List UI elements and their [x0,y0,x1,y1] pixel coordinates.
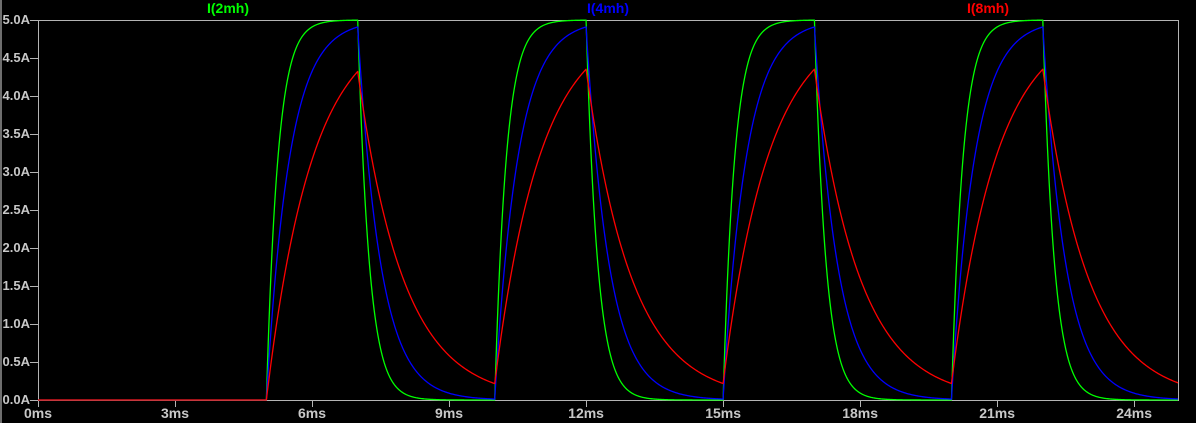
x-tick-label: 21ms [979,405,1016,421]
x-tick-mark [723,401,725,407]
x-tick-mark [175,401,177,407]
y-tick-label: 2.5A [2,202,30,217]
y-tick-label: 3.5A [2,126,30,141]
x-tick-mark [1134,401,1136,407]
x-tick-label: 12ms [568,405,604,421]
x-tick-label: 18ms [842,405,879,421]
y-tick-label: 1.5A [2,278,30,293]
x-tick-mark [449,401,451,407]
window-left-border [0,0,2,423]
y-tick-mark [30,210,38,211]
x-tick-mark [586,401,588,407]
plot-frame [38,20,1179,401]
trace-label-i2mh[interactable]: I(2mh) [207,0,249,16]
y-tick-mark [30,400,38,401]
x-tick-label: 0ms [23,405,53,421]
y-tick-label: 0.5A [2,354,30,369]
x-tick-mark [312,401,314,407]
x-tick-label: 15ms [705,405,741,421]
y-tick-mark [30,172,38,173]
y-tick-label: 2.0A [2,240,30,255]
y-tick-label: 4.0A [2,88,30,103]
y-tick-mark [30,324,38,325]
trace-label-i8mh[interactable]: I(8mh) [967,0,1009,16]
x-tick-label: 9ms [435,405,464,421]
y-tick-mark [30,248,38,249]
trace-label-i4mh[interactable]: I(4mh) [587,0,629,16]
y-tick-label: 0.0A [2,392,30,407]
y-tick-mark [30,362,38,363]
y-tick-mark [30,20,38,21]
x-tick-mark [38,401,39,407]
trace-i2mh[interactable] [38,19,1178,401]
x-tick-mark [997,401,999,407]
x-tick-label: 3ms [161,405,190,421]
y-tick-label: 4.5A [2,50,30,65]
y-tick-label: 3.0A [2,164,30,179]
y-tick-mark [30,134,38,135]
x-tick-label: 6ms [298,405,327,421]
trace-i8mh[interactable] [38,68,1179,401]
x-tick-label: 24ms [1116,405,1153,421]
y-tick-mark [30,286,38,287]
y-tick-mark [30,96,38,97]
y-tick-mark [30,58,38,59]
y-tick-label: 5.0A [2,12,30,27]
x-tick-mark [860,401,862,407]
y-tick-label: 1.0A [2,316,30,331]
